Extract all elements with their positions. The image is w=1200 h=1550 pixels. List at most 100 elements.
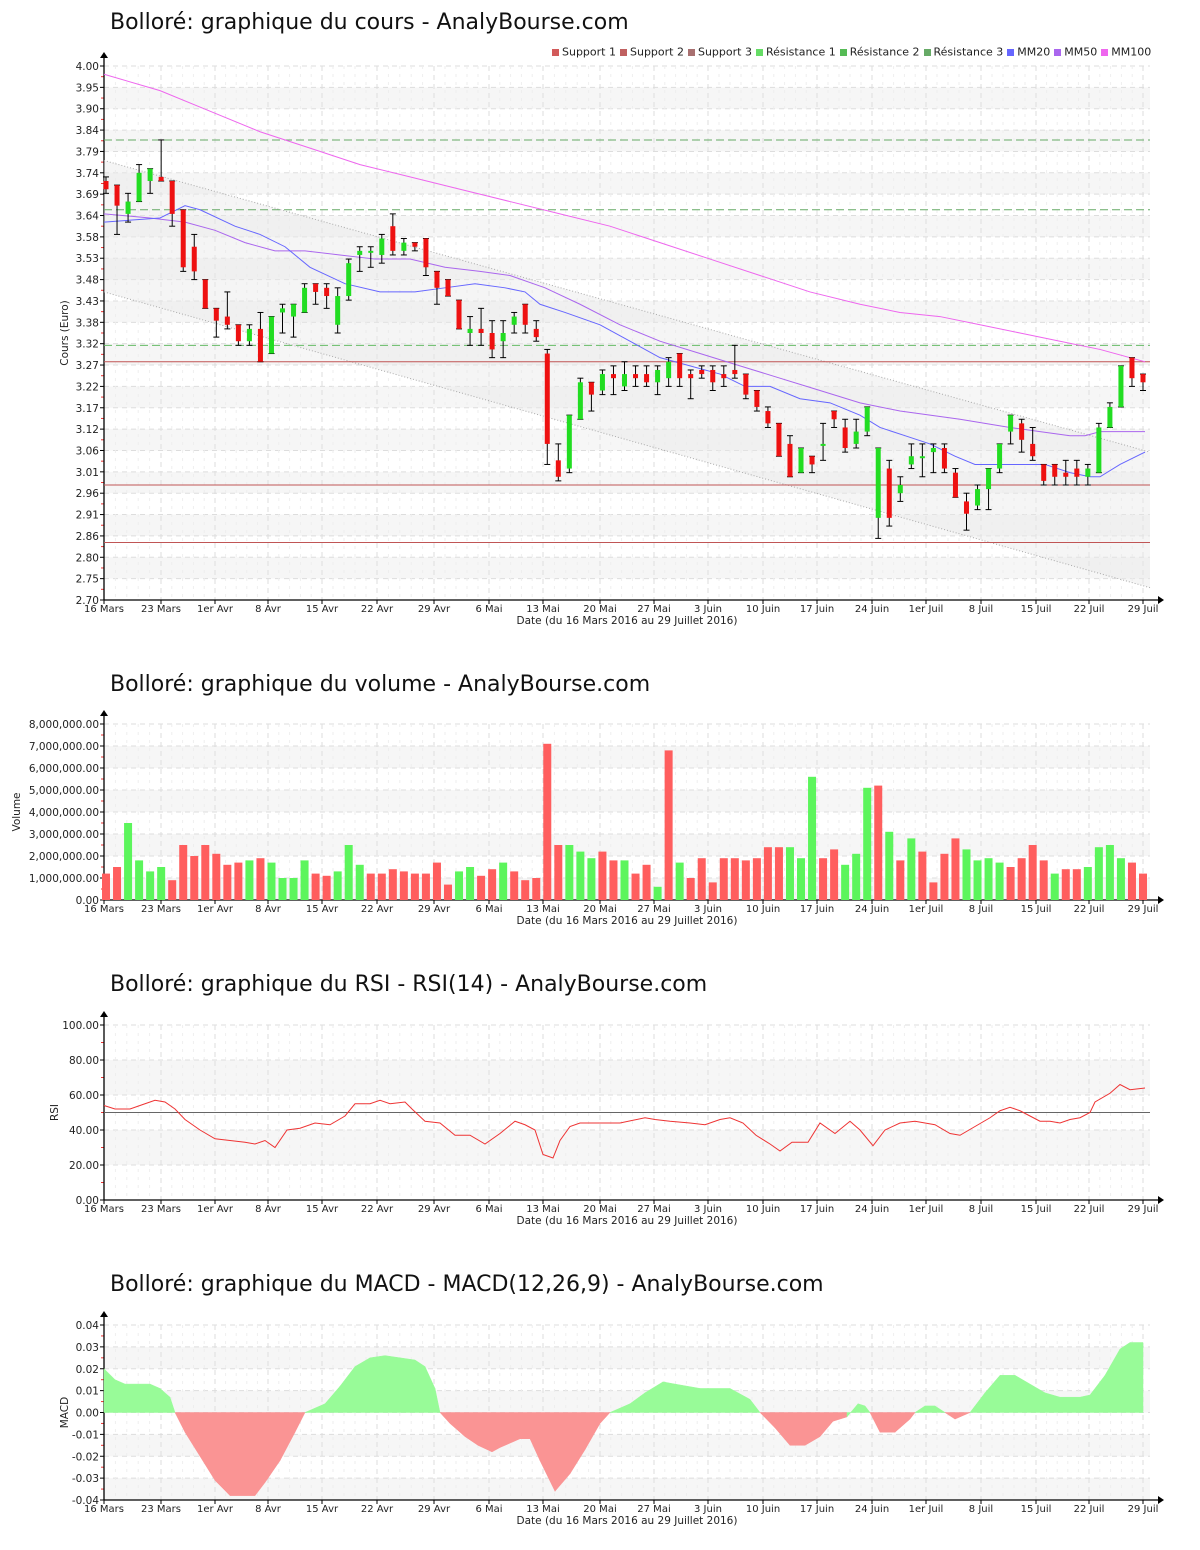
svg-text:10 Juin: 10 Juin xyxy=(746,1504,780,1515)
svg-text:15 Juil: 15 Juil xyxy=(1021,1204,1052,1215)
legend-swatch-icon xyxy=(1101,48,1109,56)
svg-text:10 Juin: 10 Juin xyxy=(746,904,780,915)
price-chart: 4.00 3.95 3.90 3.84 3.79 3.74 3.69 3.64 3.58 3.53… xyxy=(59,52,1164,627)
legend-swatch-icon xyxy=(1007,48,1015,56)
svg-text:3.27: 3.27 xyxy=(76,360,99,372)
svg-text:24 Juin: 24 Juin xyxy=(855,1504,889,1515)
legend-swatch-icon xyxy=(552,48,559,56)
svg-text:17 Juin: 17 Juin xyxy=(800,904,834,915)
svg-text:3 Juin: 3 Juin xyxy=(694,904,722,915)
svg-text:23 Mars: 23 Mars xyxy=(141,904,181,915)
svg-text:17 Juin: 17 Juin xyxy=(800,1204,834,1215)
svg-text:3 Juin: 3 Juin xyxy=(694,604,722,615)
svg-text:1er Avr: 1er Avr xyxy=(197,1204,234,1215)
svg-text:3.17: 3.17 xyxy=(76,403,99,415)
svg-text:17 Juin: 17 Juin xyxy=(800,1504,834,1515)
svg-text:100.00: 100.00 xyxy=(62,1020,99,1032)
svg-text:3.43: 3.43 xyxy=(76,296,99,308)
svg-text:3,000,000.00: 3,000,000.00 xyxy=(29,829,99,841)
svg-text:1,000,000.00: 1,000,000.00 xyxy=(29,873,99,885)
svg-text:29 Juil: 29 Juil xyxy=(1128,1504,1159,1515)
legend-swatch-icon xyxy=(839,48,847,56)
rsi-chart-title: Bolloré: graphique du RSI - RSI(14) - An… xyxy=(110,972,708,997)
svg-text:29 Juil: 29 Juil xyxy=(1128,904,1159,915)
svg-text:23 Mars: 23 Mars xyxy=(141,1504,181,1515)
svg-text:24 Juin: 24 Juin xyxy=(855,1204,889,1215)
svg-text:-0.04: -0.04 xyxy=(72,1495,99,1507)
svg-text:22 Juil: 22 Juil xyxy=(1074,604,1105,615)
svg-text:23 Mars: 23 Mars xyxy=(141,604,181,615)
svg-text:22 Juil: 22 Juil xyxy=(1074,1504,1105,1515)
svg-text:10 Juin: 10 Juin xyxy=(746,1204,780,1215)
svg-text:6 Mai: 6 Mai xyxy=(475,1204,502,1215)
svg-text:1er Avr: 1er Avr xyxy=(197,604,234,615)
svg-text:27 Mai: 27 Mai xyxy=(637,604,670,615)
svg-text:15 Juil: 15 Juil xyxy=(1021,604,1052,615)
svg-text:17 Juin: 17 Juin xyxy=(800,604,834,615)
price-legend: Support 1 Support 2 Support 3 Résistance 1 R… xyxy=(548,45,1151,59)
legend-label: MM20 xyxy=(1017,45,1051,59)
svg-text:29 Avr: 29 Avr xyxy=(418,1204,451,1215)
svg-text:23 Mars: 23 Mars xyxy=(141,1204,181,1215)
svg-text:6,000,000.00: 6,000,000.00 xyxy=(29,763,99,775)
svg-text:Date (du 16 Mars 2016 au 29 Ju: Date (du 16 Mars 2016 au 29 Juillet 2016… xyxy=(517,1215,738,1227)
svg-text:-0.02: -0.02 xyxy=(72,1451,99,1463)
svg-text:1er Avr: 1er Avr xyxy=(197,1504,234,1515)
svg-text:3.22: 3.22 xyxy=(76,381,99,393)
svg-text:3.01: 3.01 xyxy=(76,467,99,479)
svg-text:20 Mai: 20 Mai xyxy=(583,1504,616,1515)
svg-text:0.03: 0.03 xyxy=(76,1342,99,1354)
svg-text:5,000,000.00: 5,000,000.00 xyxy=(29,785,99,797)
svg-text:1er Juil: 1er Juil xyxy=(909,1504,944,1515)
svg-text:0.00: 0.00 xyxy=(76,1195,99,1207)
svg-text:24 Juin: 24 Juin xyxy=(855,904,889,915)
svg-text:20 Mai: 20 Mai xyxy=(583,604,616,615)
svg-text:15 Avr: 15 Avr xyxy=(306,1204,339,1215)
svg-text:1er Juil: 1er Juil xyxy=(909,604,944,615)
svg-text:8 Avr: 8 Avr xyxy=(255,904,282,915)
legend-label: Support 3 xyxy=(697,45,752,59)
svg-text:13 Mai: 13 Mai xyxy=(526,1204,559,1215)
svg-text:2.80: 2.80 xyxy=(76,552,99,564)
svg-text:3.38: 3.38 xyxy=(76,317,99,329)
legend-label: Support 1 xyxy=(562,45,616,59)
svg-text:3.69: 3.69 xyxy=(76,189,99,201)
svg-text:13 Mai: 13 Mai xyxy=(526,904,559,915)
svg-text:6 Mai: 6 Mai xyxy=(475,604,502,615)
svg-text:0.00: 0.00 xyxy=(76,1408,99,1420)
svg-text:29 Juil: 29 Juil xyxy=(1128,604,1159,615)
svg-text:1er Avr: 1er Avr xyxy=(197,904,234,915)
svg-text:1er Juil: 1er Juil xyxy=(909,1204,944,1215)
svg-text:3.48: 3.48 xyxy=(76,275,99,287)
svg-text:8 Juil: 8 Juil xyxy=(969,604,993,615)
svg-text:13 Mai: 13 Mai xyxy=(526,604,559,615)
svg-text:16 Mars: 16 Mars xyxy=(84,1504,124,1515)
legend-swatch-icon xyxy=(755,48,763,56)
legend-swatch-icon xyxy=(687,48,695,56)
svg-text:22 Avr: 22 Avr xyxy=(361,1504,394,1515)
svg-text:2.91: 2.91 xyxy=(76,510,99,522)
svg-text:20.00: 20.00 xyxy=(69,1160,99,1172)
svg-text:Date (du 16 Mars 2016 au 29 Ju: Date (du 16 Mars 2016 au 29 Juillet 2016… xyxy=(517,615,738,627)
svg-text:22 Juil: 22 Juil xyxy=(1074,1204,1105,1215)
legend-swatch-icon xyxy=(1054,48,1062,56)
svg-text:22 Juil: 22 Juil xyxy=(1074,904,1105,915)
svg-text:-0.03: -0.03 xyxy=(72,1473,99,1485)
macd-chart-title: Bolloré: graphique du MACD - MACD(12,26,… xyxy=(110,1272,824,1297)
svg-text:22 Avr: 22 Avr xyxy=(361,904,394,915)
svg-text:8 Avr: 8 Avr xyxy=(255,1504,282,1515)
svg-text:3.58: 3.58 xyxy=(76,232,99,244)
svg-text:15 Juil: 15 Juil xyxy=(1021,1504,1052,1515)
svg-text:0.02: 0.02 xyxy=(76,1364,99,1376)
legend-label: Résistance 1 xyxy=(765,45,836,59)
svg-text:Cours (Euro): Cours (Euro) xyxy=(59,300,71,366)
svg-text:2.70: 2.70 xyxy=(76,595,99,607)
svg-text:Volume: Volume xyxy=(11,792,23,831)
svg-text:0.04: 0.04 xyxy=(76,1320,100,1332)
svg-text:3.12: 3.12 xyxy=(76,424,99,436)
svg-text:10 Juin: 10 Juin xyxy=(746,604,780,615)
svg-text:1er Juil: 1er Juil xyxy=(909,904,944,915)
svg-text:RSI: RSI xyxy=(49,1104,61,1121)
